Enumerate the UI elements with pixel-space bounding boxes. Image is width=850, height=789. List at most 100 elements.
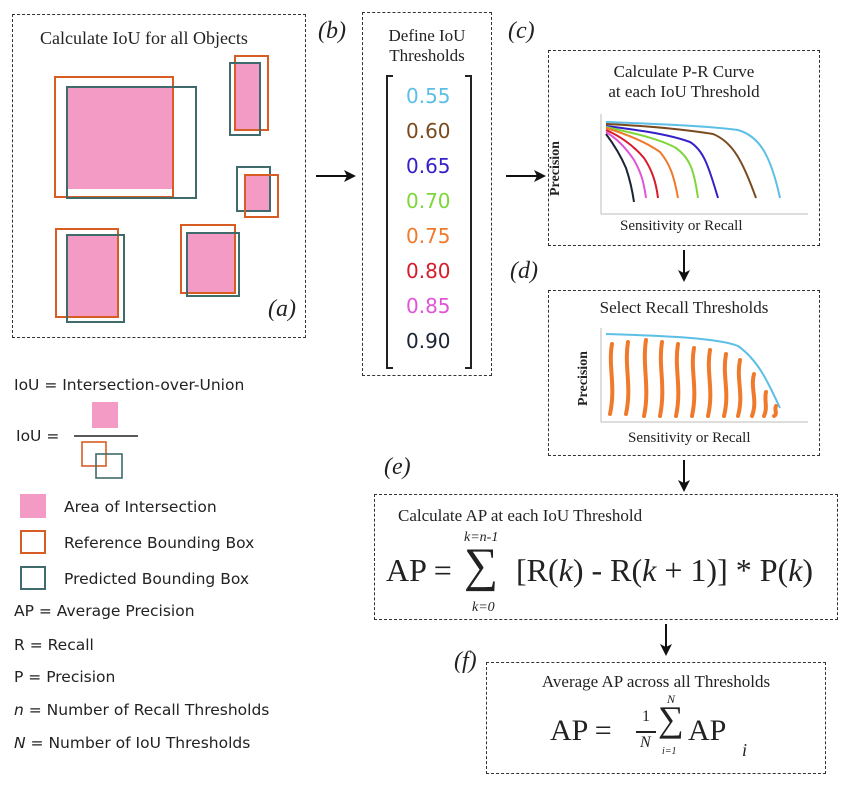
threshold-brackets (386, 75, 472, 369)
ap-formula: AP = k=n-1 ∑ k=0 [R(k) - R(k + 1)] * P(k… (380, 530, 836, 618)
panel-c-title-line1: Calculate P-R Curve (613, 62, 755, 81)
predicted-box-3 (236, 166, 271, 212)
legend-n-var: n (14, 701, 24, 719)
mean-ap-formula: AP = 1 N N ∑ i=1 AP i (540, 692, 820, 772)
recall-threshold-7 (706, 348, 713, 418)
arrow-b-to-c (506, 170, 546, 182)
predicted-box-2 (229, 62, 261, 136)
panel-b-box (362, 12, 492, 376)
map-sub: i (742, 740, 748, 760)
pr-curve-080 (605, 129, 659, 199)
ap-rhs-k1: k (558, 552, 573, 588)
threshold-value-8: 0.90 (406, 329, 451, 353)
panel-d-ylabel: Precision (576, 351, 591, 406)
pr-curves-chart (600, 114, 808, 215)
pr-curve-085 (605, 131, 647, 199)
predicted-box-5 (186, 232, 240, 297)
iou-fraction-diagram (74, 402, 138, 479)
threshold-value-1: 0.55 (406, 84, 451, 108)
recall-threshold-4 (658, 340, 665, 418)
legend-ap-definition: AP = Average Precision (14, 602, 195, 620)
predicted-box-1 (66, 86, 197, 199)
legend-n-text: = Number of Recall Thresholds (23, 701, 270, 719)
ap-formula-rhs: [R(k) - R(k + 1)] * P(k) (516, 552, 813, 589)
map-term: AP (688, 714, 727, 747)
legend-N-definition: N = Number of IoU Thresholds (14, 734, 250, 752)
ap-sum-bottom: k=0 (472, 600, 495, 615)
arrow-d-to-e (678, 460, 690, 492)
panel-a-letter: (a) (268, 296, 296, 322)
panel-a-box (12, 14, 306, 338)
ap-rhs-k3: k (788, 552, 803, 588)
intersection-area-1 (67, 87, 173, 189)
threshold-value-6: 0.80 (406, 259, 451, 283)
reference-box-3 (244, 174, 279, 218)
panel-f-box (486, 662, 826, 774)
reference-box-2 (234, 55, 269, 131)
ap-rhs-c: + 1)] * P( (656, 552, 789, 588)
legend-reference-label: Reference Bounding Box (64, 534, 255, 552)
ap-sum-top: k=n-1 (464, 530, 499, 545)
recall-threshold-3 (642, 338, 649, 418)
ap-rhs-k2: k (642, 552, 657, 588)
panel-c-ylabel: Precision (548, 141, 563, 196)
panel-b-title-line1: Define IoU (388, 26, 466, 45)
map-sum-bottom: i=1 (662, 746, 677, 757)
panel-e-letter: (e) (384, 454, 411, 480)
threshold-value-3: 0.65 (406, 154, 451, 178)
recall-threshold-9 (736, 358, 743, 418)
ap-rhs-d: ) (802, 552, 814, 588)
reference-box-4 (55, 228, 119, 318)
ap-rhs-b: ) - R( (572, 552, 643, 588)
pr-curve-selected (605, 333, 781, 409)
legend-N-var: N (14, 734, 26, 752)
panel-f-title: Average AP across all Thresholds (541, 672, 771, 691)
legend-n-definition: n = Number of Recall Thresholds (14, 701, 269, 719)
reference-box-5 (180, 224, 236, 294)
legend-swatch-reference (20, 530, 46, 554)
panel-d-xlabel: Sensitivity or Recall (628, 430, 751, 446)
panel-b-title-line2: Thresholds (389, 46, 465, 65)
panel-e-title: Calculate AP at each IoU Threshold (398, 506, 643, 525)
map-lhs: AP = (550, 714, 612, 747)
legend-r-definition: R = Recall (14, 636, 94, 654)
threshold-value-2: 0.60 (406, 119, 451, 143)
recall-threshold-12 (772, 404, 778, 418)
panel-f-letter: (f) (454, 648, 477, 674)
pr-curve-075 (605, 127, 679, 199)
threshold-value-4: 0.70 (406, 189, 451, 213)
panel-c-box (548, 50, 820, 246)
panel-c-letter: (c) (508, 18, 535, 44)
ap-formula-lhs: AP = (386, 552, 452, 588)
threshold-list: 0.55 0.60 0.65 0.70 0.75 0.80 0.85 0.90 (382, 84, 482, 364)
panel-c-title-line2: at each IoU Threshold (608, 82, 760, 101)
legend-N-text: = Number of IoU Thresholds (25, 734, 251, 752)
ap-sigma: ∑ (464, 539, 499, 592)
predicted-box-4 (66, 234, 125, 323)
map-frac-bar (636, 731, 656, 733)
arrow-a-to-b (316, 170, 356, 182)
arrow-c-to-d (678, 250, 690, 282)
recall-threshold-chart (600, 328, 808, 423)
panel-d-letter: (d) (510, 258, 538, 284)
legend-swatch-predicted (20, 566, 46, 590)
panel-a-iou-boxes (54, 55, 279, 323)
map-sum-top: N (667, 692, 676, 706)
arrow-e-to-f (660, 624, 672, 656)
recall-threshold-6 (690, 346, 697, 418)
threshold-value-5: 0.75 (406, 224, 451, 248)
legend-intersection-label: Area of Intersection (64, 498, 217, 516)
threshold-value-7: 0.85 (406, 294, 451, 318)
panel-d-title: Select Recall Thresholds (599, 298, 769, 317)
panel-d-box (548, 290, 820, 456)
legend-p-definition: P = Precision (14, 668, 116, 686)
iou-numerator-intersection (92, 402, 118, 428)
legend-iou-definition: IoU = Intersection-over-Union (14, 376, 245, 394)
map-frac-den: N (640, 734, 651, 751)
recall-threshold-2 (624, 340, 631, 416)
intersection-area-5 (187, 233, 235, 293)
iou-denominator-predicted (95, 453, 123, 479)
panel-e-box (374, 494, 838, 620)
recall-threshold-8 (722, 352, 729, 418)
legend-predicted-label: Predicted Bounding Box (64, 570, 250, 588)
